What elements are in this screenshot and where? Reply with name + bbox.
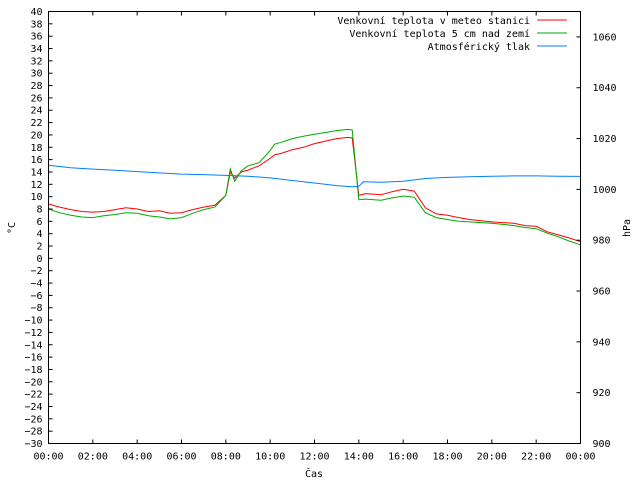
y2-tick-label: 1060 bbox=[593, 32, 617, 43]
x-tick-label: 06:00 bbox=[166, 452, 196, 463]
y-tick-label: −14 bbox=[24, 340, 42, 351]
x-tick-label: 00:00 bbox=[565, 452, 595, 463]
x-axis-title: Čas bbox=[305, 467, 323, 480]
y2-tick-label: 940 bbox=[593, 337, 611, 348]
series-line-outdoor-temp bbox=[48, 136, 581, 243]
y-tick-label: 2 bbox=[36, 242, 42, 253]
ticks bbox=[48, 11, 581, 444]
y-tick-label: 34 bbox=[30, 44, 42, 55]
y-axis-title: °C bbox=[7, 222, 18, 234]
y-tick-label: 32 bbox=[30, 56, 42, 67]
y-tick-label: 12 bbox=[30, 180, 42, 191]
y2-tick-label: 1000 bbox=[593, 185, 617, 196]
y-tick-label: 28 bbox=[30, 81, 42, 92]
y-tick-label: −2 bbox=[30, 266, 42, 277]
y-tick-label: −16 bbox=[24, 353, 42, 364]
x-tick-label: 14:00 bbox=[344, 452, 374, 463]
x-tick-label: 16:00 bbox=[388, 452, 418, 463]
y-tick-label: 38 bbox=[30, 19, 42, 30]
y-tick-label: −10 bbox=[24, 316, 42, 327]
y-tick-label: −24 bbox=[24, 402, 42, 413]
x-tick-label: 08:00 bbox=[211, 452, 241, 463]
y2-tick-label: 960 bbox=[593, 287, 611, 298]
y-tick-label: −8 bbox=[30, 303, 42, 314]
x-tick-label: 22:00 bbox=[521, 452, 551, 463]
x-tick-label: 18:00 bbox=[432, 452, 462, 463]
y-tick-label: 16 bbox=[30, 155, 42, 166]
y-tick-label: −4 bbox=[30, 279, 42, 290]
y-tick-label: 18 bbox=[30, 143, 42, 154]
legend: Venkovní teplota v meteo stanici Venkovn… bbox=[337, 15, 567, 53]
x-tick-label: 20:00 bbox=[477, 452, 507, 463]
y-tick-label: 30 bbox=[30, 69, 42, 80]
legend-label-pressure: Atmosférický tlak bbox=[428, 41, 530, 53]
y-tick-label: −6 bbox=[30, 291, 42, 302]
y-tick-label: 36 bbox=[30, 32, 42, 43]
y-tick-label: 14 bbox=[30, 167, 42, 178]
y-tick-label: 22 bbox=[30, 118, 42, 129]
x-tick-label: 10:00 bbox=[255, 452, 285, 463]
x-tick-label: 12:00 bbox=[299, 452, 329, 463]
y-tick-label: 24 bbox=[30, 106, 42, 117]
y-tick-label: 26 bbox=[30, 93, 42, 104]
x-tick-label: 00:00 bbox=[33, 452, 63, 463]
y-tick-label: −20 bbox=[24, 377, 42, 388]
y2-tick-label: 920 bbox=[593, 388, 611, 399]
y-tick-label: 40 bbox=[30, 7, 42, 18]
y-tick-label: 0 bbox=[36, 254, 42, 265]
y2-axis-title: hPa bbox=[622, 219, 633, 237]
x-tick-label: 02:00 bbox=[78, 452, 108, 463]
legend-label-ground-temp: Venkovní teplota 5 cm nad zemí bbox=[349, 28, 530, 40]
y-tick-label: 10 bbox=[30, 192, 42, 203]
y-tick-label: 4 bbox=[36, 229, 42, 240]
tick-labels: 00:00 02:00 04:00 06:00 08:00 10:00 12:00 14:00… bbox=[24, 7, 616, 463]
y-tick-label: −26 bbox=[24, 414, 42, 425]
y-tick-label: −18 bbox=[24, 365, 42, 376]
y-tick-label: −22 bbox=[24, 390, 42, 401]
y-tick-label: 6 bbox=[36, 217, 42, 228]
y-tick-label: −12 bbox=[24, 328, 42, 339]
series-line-ground-temp bbox=[48, 128, 581, 246]
y-tick-label: −28 bbox=[24, 427, 42, 438]
y2-tick-label: 1020 bbox=[593, 134, 617, 145]
y-tick-label: 20 bbox=[30, 130, 42, 141]
y-tick-label: −30 bbox=[24, 439, 42, 450]
y2-tick-label: 1040 bbox=[593, 83, 617, 94]
series-line-pressure bbox=[48, 164, 581, 188]
x-tick-label: 04:00 bbox=[122, 452, 152, 463]
legend-label-outdoor-temp: Venkovní teplota v meteo stanici bbox=[337, 15, 530, 27]
plot-lines bbox=[48, 128, 581, 246]
y2-tick-label: 900 bbox=[593, 439, 611, 450]
y2-tick-label: 980 bbox=[593, 236, 611, 247]
y-tick-label: 8 bbox=[36, 204, 42, 215]
